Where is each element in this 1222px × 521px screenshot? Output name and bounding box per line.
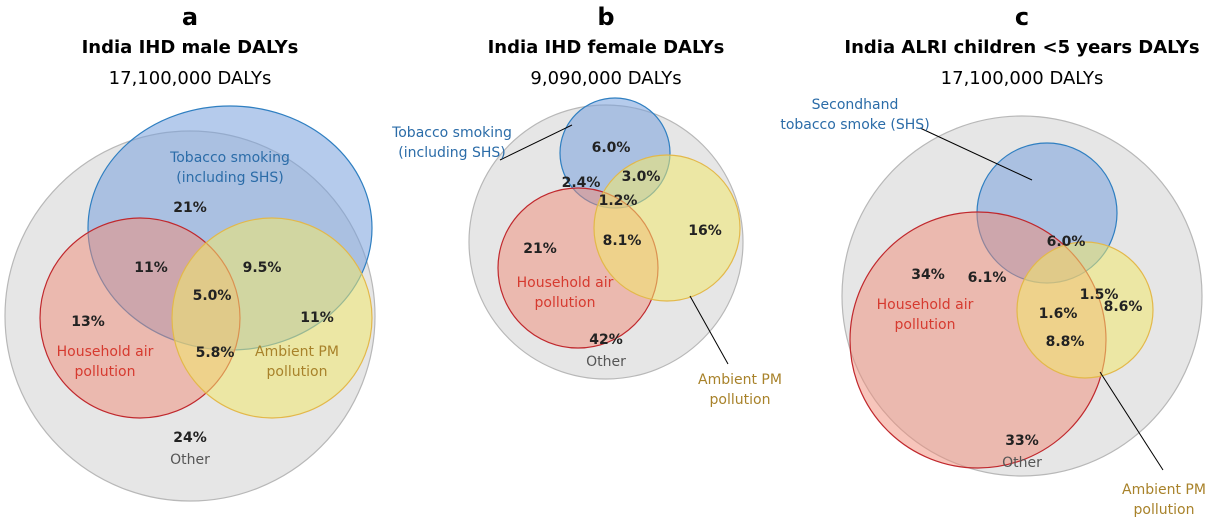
- region-value: 1.6%: [1039, 306, 1078, 322]
- other-value: 24%: [173, 430, 207, 446]
- leader-line: [689, 295, 729, 365]
- set-label: pollution: [267, 364, 328, 380]
- region-value: 13%: [71, 314, 105, 330]
- leader-line: [499, 124, 573, 161]
- set-label: (including SHS): [176, 170, 283, 186]
- panel-letter: b: [597, 3, 614, 31]
- region-value: 8.8%: [1046, 334, 1085, 350]
- set-label: pollution: [535, 295, 596, 311]
- region-value: 11%: [300, 310, 334, 326]
- other-label: Other: [1002, 455, 1042, 471]
- set-shape: [171, 217, 373, 419]
- region-value: 16%: [688, 223, 722, 239]
- region-value: 9.5%: [243, 260, 282, 276]
- other-label: Other: [170, 452, 210, 468]
- set-label: Tobacco smoking: [391, 125, 512, 141]
- panel-title: India ALRI children <5 years DALYs: [844, 37, 1199, 58]
- panel-subtitle: 17,100,000 DALYs: [941, 68, 1104, 89]
- region-value: 2.4%: [562, 175, 601, 191]
- set-label: Household air: [57, 344, 154, 360]
- panel-subtitle: 9,090,000 DALYs: [530, 68, 681, 89]
- set-label: (including SHS): [398, 145, 505, 161]
- set-label: Tobacco smoking: [169, 150, 290, 166]
- region-value: 6.1%: [968, 270, 1007, 286]
- other-label: Other: [586, 354, 626, 370]
- set-shape: [593, 154, 741, 302]
- set-label: pollution: [1134, 502, 1195, 517]
- set-label: pollution: [710, 392, 771, 408]
- panel-title: India IHD male DALYs: [82, 37, 299, 58]
- set-label: Secondhand: [812, 97, 899, 113]
- other-value: 33%: [1005, 433, 1039, 449]
- set-label: pollution: [75, 364, 136, 380]
- region-value: 21%: [523, 241, 557, 257]
- set-shape: [1016, 241, 1154, 379]
- panel-letter: c: [1015, 3, 1029, 31]
- panel-letter: a: [182, 3, 198, 31]
- region-value: 11%: [134, 260, 168, 276]
- region-value: 1.2%: [599, 193, 638, 209]
- set-label: Household air: [877, 297, 974, 313]
- set-label: pollution: [895, 317, 956, 333]
- region-value: 21%: [173, 200, 207, 216]
- set-label: Ambient PM: [255, 344, 339, 360]
- set-label: Ambient PM: [1122, 482, 1206, 498]
- panel-title: India IHD female DALYs: [488, 37, 725, 58]
- region-value: 8.1%: [603, 233, 642, 249]
- other-value: 42%: [589, 332, 623, 348]
- region-value: 5.8%: [196, 345, 235, 361]
- region-value: 6.0%: [1047, 234, 1086, 250]
- region-value: 6.0%: [592, 140, 631, 156]
- set-label: Household air: [517, 275, 614, 291]
- region-value: 3.0%: [622, 169, 661, 185]
- region-value: 34%: [911, 267, 945, 283]
- set-label: Ambient PM: [698, 372, 782, 388]
- leader-line: [1099, 371, 1164, 471]
- panel-subtitle: 17,100,000 DALYs: [109, 68, 272, 89]
- leader-line: [919, 127, 1033, 181]
- region-value: 1.5%: [1080, 287, 1119, 303]
- region-value: 5.0%: [193, 288, 232, 304]
- set-label: tobacco smoke (SHS): [780, 117, 929, 133]
- region-value: 8.6%: [1104, 299, 1143, 315]
